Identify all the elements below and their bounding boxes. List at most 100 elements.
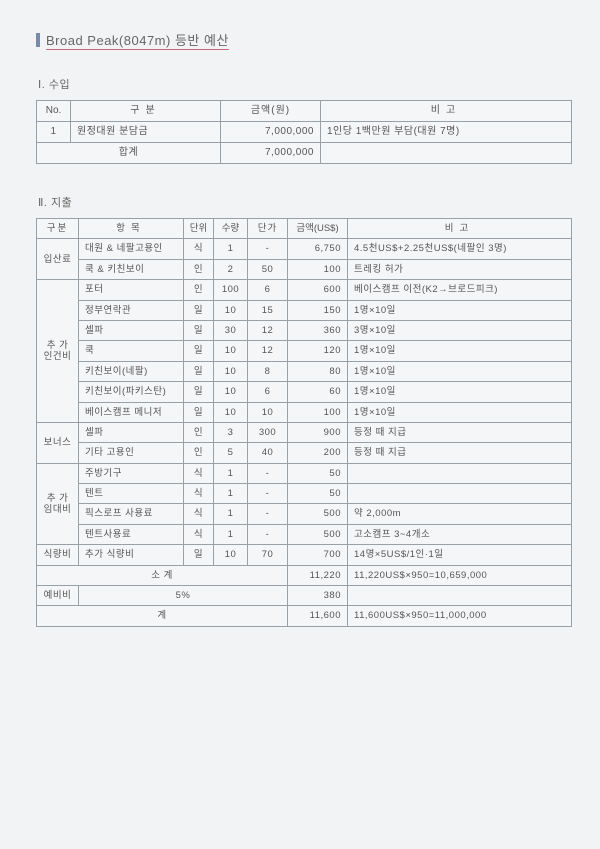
reserve-amount: 380 [288, 586, 348, 606]
table-row: 추 가 인건비포터인1006600베이스캠프 이전(K2→브로드피크) [37, 280, 572, 300]
cell-qty: 30 [214, 320, 248, 340]
cell-unit: 일 [184, 545, 214, 565]
cell-item: 셀파 [79, 320, 184, 340]
cell-unit: 일 [184, 300, 214, 320]
table-row: 정부연락관일10151501명×10일 [37, 300, 572, 320]
cell-amt: 200 [288, 443, 348, 463]
subtotal-label: 소 계 [37, 565, 288, 585]
cell-item: 추가 식량비 [79, 545, 184, 565]
cell-category: 원정대원 분담금 [71, 122, 221, 143]
cell-amt: 50 [288, 463, 348, 483]
cell-unit: 일 [184, 320, 214, 340]
cell-price: 12 [248, 320, 288, 340]
title-accent-bar [36, 33, 40, 47]
grand-amount: 11,600 [288, 606, 348, 626]
cell-item: 픽스로프 사용료 [79, 504, 184, 524]
table-row: 1 원정대원 분담금 7,000,000 1인당 1백만원 부담(대원 7명) [37, 122, 572, 143]
cell-item: 기타 고용인 [79, 443, 184, 463]
table-row: 보너스셀파인3300900등정 때 지급 [37, 422, 572, 442]
table-row: 식량비추가 식량비일107070014명×5US$/1인·1일 [37, 545, 572, 565]
col-note: 비고 [321, 101, 572, 122]
cell-amt: 500 [288, 504, 348, 524]
col-price: 단가 [248, 219, 288, 239]
cell-qty: 10 [214, 545, 248, 565]
cell-item: 정부연락관 [79, 300, 184, 320]
cell-note: 트레킹 허가 [348, 259, 572, 279]
cell-amt: 100 [288, 259, 348, 279]
total-label: 합계 [37, 143, 221, 164]
cell-item: 쿡 [79, 341, 184, 361]
cell-price: 15 [248, 300, 288, 320]
grand-note: 11,600US$×950=11,000,000 [348, 606, 572, 626]
cell-amt: 900 [288, 422, 348, 442]
cell-note: 고소캠프 3~4개소 [348, 524, 572, 544]
page-title-wrap: Broad Peak(8047m) 등반 예산 [36, 30, 572, 50]
cell-amt: 80 [288, 361, 348, 381]
total-note [321, 143, 572, 164]
col-unit: 단위 [184, 219, 214, 239]
cell-amt: 500 [288, 524, 348, 544]
cell-unit: 식 [184, 484, 214, 504]
reserve-label: 예비비 [37, 586, 79, 606]
cell-price: 40 [248, 443, 288, 463]
table-row: 픽스로프 사용료식1-500약 2,000m [37, 504, 572, 524]
cell-amt: 50 [288, 484, 348, 504]
cell-qty: 1 [214, 463, 248, 483]
cell-price: 6 [248, 382, 288, 402]
cell-no: 1 [37, 122, 71, 143]
cell-unit: 인 [184, 259, 214, 279]
cell-item: 쿡 & 키친보이 [79, 259, 184, 279]
col-amount: 금액(원) [221, 101, 321, 122]
cell-amt: 6,750 [288, 239, 348, 259]
cell-item: 텐트 [79, 484, 184, 504]
cell-note: 1명×10일 [348, 402, 572, 422]
table-row: 키친보이(네팔)일108801명×10일 [37, 361, 572, 381]
cell-note [348, 484, 572, 504]
grand-label: 계 [37, 606, 288, 626]
cell-note: 1인당 1백만원 부담(대원 7명) [321, 122, 572, 143]
table-row: 셀파일30123603명×10일 [37, 320, 572, 340]
cell-unit: 식 [184, 239, 214, 259]
table-row: 키친보이(파키스탄)일106601명×10일 [37, 382, 572, 402]
cell-item: 셀파 [79, 422, 184, 442]
cell-amt: 700 [288, 545, 348, 565]
table-row: 텐트식1-50 [37, 484, 572, 504]
table-row: 텐트사용료식1-500고소캠프 3~4개소 [37, 524, 572, 544]
cell-unit: 식 [184, 504, 214, 524]
cell-price: 300 [248, 422, 288, 442]
subtotal-note: 11,220US$×950=10,659,000 [348, 565, 572, 585]
cell-note: 1명×10일 [348, 341, 572, 361]
expense-table: 구분 항목 단위 수량 단가 금액(US$) 비고 입산료대원 & 네팔고용인식… [36, 218, 572, 627]
table-row: 기타 고용인인540200등정 때 지급 [37, 443, 572, 463]
cell-amt: 60 [288, 382, 348, 402]
cell-price: 8 [248, 361, 288, 381]
cell-price: - [248, 524, 288, 544]
cell-price: 6 [248, 280, 288, 300]
cell-unit: 일 [184, 382, 214, 402]
income-table: No. 구분 금액(원) 비고 1 원정대원 분담금 7,000,000 1인당… [36, 100, 572, 164]
table-row: 쿡일10121201명×10일 [37, 341, 572, 361]
cell-note [348, 463, 572, 483]
cell-qty: 3 [214, 422, 248, 442]
cell-item: 키친보이(네팔) [79, 361, 184, 381]
table-row: 쿡 & 키친보이인250100트레킹 허가 [37, 259, 572, 279]
cell-price: 10 [248, 402, 288, 422]
category-cell: 입산료 [37, 239, 79, 280]
cell-qty: 10 [214, 382, 248, 402]
col-no: No. [37, 101, 71, 122]
cell-item: 텐트사용료 [79, 524, 184, 544]
col-qty: 수량 [214, 219, 248, 239]
subtotal-row: 소 계 11,220 11,220US$×950=10,659,000 [37, 565, 572, 585]
cell-price: 70 [248, 545, 288, 565]
cell-note: 등정 때 지급 [348, 422, 572, 442]
cell-price: 12 [248, 341, 288, 361]
cell-note: 1명×10일 [348, 361, 572, 381]
cell-item: 키친보이(파키스탄) [79, 382, 184, 402]
cell-note: 4.5천US$+2.25천US$(네팔인 3명) [348, 239, 572, 259]
cell-note: 등정 때 지급 [348, 443, 572, 463]
cell-amt: 150 [288, 300, 348, 320]
cell-item: 베이스캠프 메니저 [79, 402, 184, 422]
col-item: 항목 [79, 219, 184, 239]
cell-unit: 일 [184, 402, 214, 422]
page-title: Broad Peak(8047m) 등반 예산 [46, 30, 229, 50]
